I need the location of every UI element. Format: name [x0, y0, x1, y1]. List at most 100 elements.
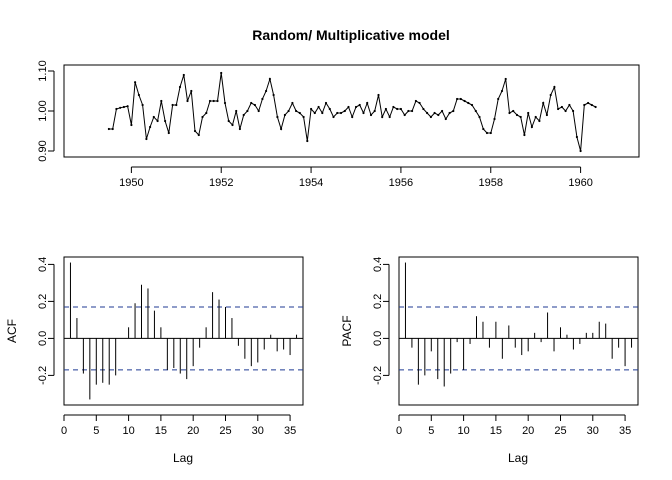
pacf-y-tick-label: 0.2 [372, 294, 384, 309]
ts-point [369, 113, 373, 117]
ts-point [508, 111, 511, 115]
ts-point [444, 117, 447, 121]
ts-plot-frame [63, 64, 640, 158]
acf-x-tick-label: 35 [284, 425, 296, 437]
ts-point [302, 115, 305, 119]
ts-point [280, 127, 283, 131]
ts-point [178, 85, 182, 89]
ts-point [388, 115, 391, 119]
acf-x-tick-label: 30 [252, 425, 264, 437]
ts-point [362, 111, 365, 115]
ts-point [485, 131, 489, 135]
ts-point [156, 119, 159, 123]
ts-x-tick-label: 1960 [568, 177, 592, 189]
ts-point [542, 101, 545, 105]
time-series-panel: 1950 1952 1954 1956 1958 1960 0.90 1.00 1.10 [37, 60, 640, 189]
ts-point [411, 109, 414, 113]
ts-y-tick-label: 0.90 [37, 140, 49, 161]
acf-panel: 0 5 10 15 20 25 30 35 -0.2 0.0 0.2 0.4 [37, 256, 304, 437]
ts-point [317, 105, 320, 109]
acf-plot-frame [63, 256, 304, 406]
pacf-y-axis-title: PACF [340, 315, 354, 346]
ts-point [197, 133, 200, 137]
ts-point [283, 113, 286, 117]
ts-point [295, 109, 298, 113]
ts-point [527, 111, 530, 115]
ts-point [515, 113, 519, 117]
ts-point [193, 129, 197, 133]
ts-point [482, 127, 485, 131]
pacf-x-tick-label: 20 [522, 425, 534, 437]
ts-point [392, 105, 395, 109]
ts-x-tick-label: 1952 [209, 177, 233, 189]
ts-y-tick-label: 1.00 [37, 100, 49, 121]
pacf-x-tick-label: 25 [554, 425, 566, 437]
ts-point [122, 105, 125, 109]
ts-point [523, 133, 526, 137]
ts-point [545, 113, 549, 117]
ts-point [377, 93, 380, 97]
ts-point [310, 107, 313, 111]
ts-point [149, 125, 152, 129]
ts-point [347, 105, 350, 109]
ts-point [530, 125, 534, 129]
ts-point [272, 93, 275, 97]
ts-point [298, 111, 301, 115]
ts-point [553, 85, 556, 89]
ts-point [572, 109, 575, 113]
ts-point [107, 127, 110, 131]
ts-point [208, 99, 212, 103]
ts-point [587, 101, 590, 105]
ts-point [190, 89, 193, 93]
ts-point [354, 105, 358, 109]
ts-point [433, 111, 436, 115]
pacf-x-tick-label: 0 [396, 425, 402, 437]
ts-point [534, 115, 537, 119]
ts-point [145, 137, 148, 141]
ts-point [560, 105, 564, 109]
acf-x-axis-title: Lag [173, 451, 193, 465]
ts-point [152, 115, 155, 119]
ts-point [373, 109, 376, 113]
ts-point [328, 107, 331, 111]
ts-point [276, 115, 279, 119]
ts-point [441, 109, 444, 113]
acf-y-tick-label: 0.2 [37, 294, 49, 309]
ts-point [493, 117, 496, 121]
ts-point [384, 107, 387, 111]
ts-point [324, 101, 328, 105]
ts-point [519, 115, 522, 119]
ts-point [115, 107, 118, 111]
ts-point [467, 101, 470, 105]
acf-x-tick-label: 20 [187, 425, 199, 437]
ts-point [265, 89, 268, 93]
acf-x-tick-label: 10 [122, 425, 134, 437]
ts-point [134, 81, 137, 84]
ts-point [351, 115, 354, 119]
ts-point [336, 111, 339, 115]
ts-point [257, 109, 260, 113]
ts-point [212, 99, 215, 103]
pacf-x-tick-label: 30 [587, 425, 599, 437]
ts-point [459, 97, 462, 101]
acf-y-tick-label: -0.2 [37, 366, 49, 385]
ts-x-tick-label: 1954 [299, 177, 323, 189]
ts-point [227, 119, 230, 123]
pacf-x-tick-label: 10 [457, 425, 469, 437]
ts-point [538, 119, 541, 123]
ts-series-line [108, 72, 596, 152]
ts-point [119, 106, 122, 109]
ts-point [575, 135, 579, 139]
ts-point [216, 99, 219, 103]
ts-point [497, 97, 500, 101]
ts-point [164, 119, 167, 123]
ts-point [242, 113, 245, 117]
chart-title: Random/ Multiplicative model [252, 27, 450, 43]
ts-point [186, 99, 189, 103]
ts-point [167, 131, 170, 135]
ts-point [171, 103, 174, 107]
ts-point [160, 99, 163, 103]
ts-point [549, 93, 552, 97]
ts-point [253, 103, 256, 107]
ts-point [313, 111, 316, 115]
